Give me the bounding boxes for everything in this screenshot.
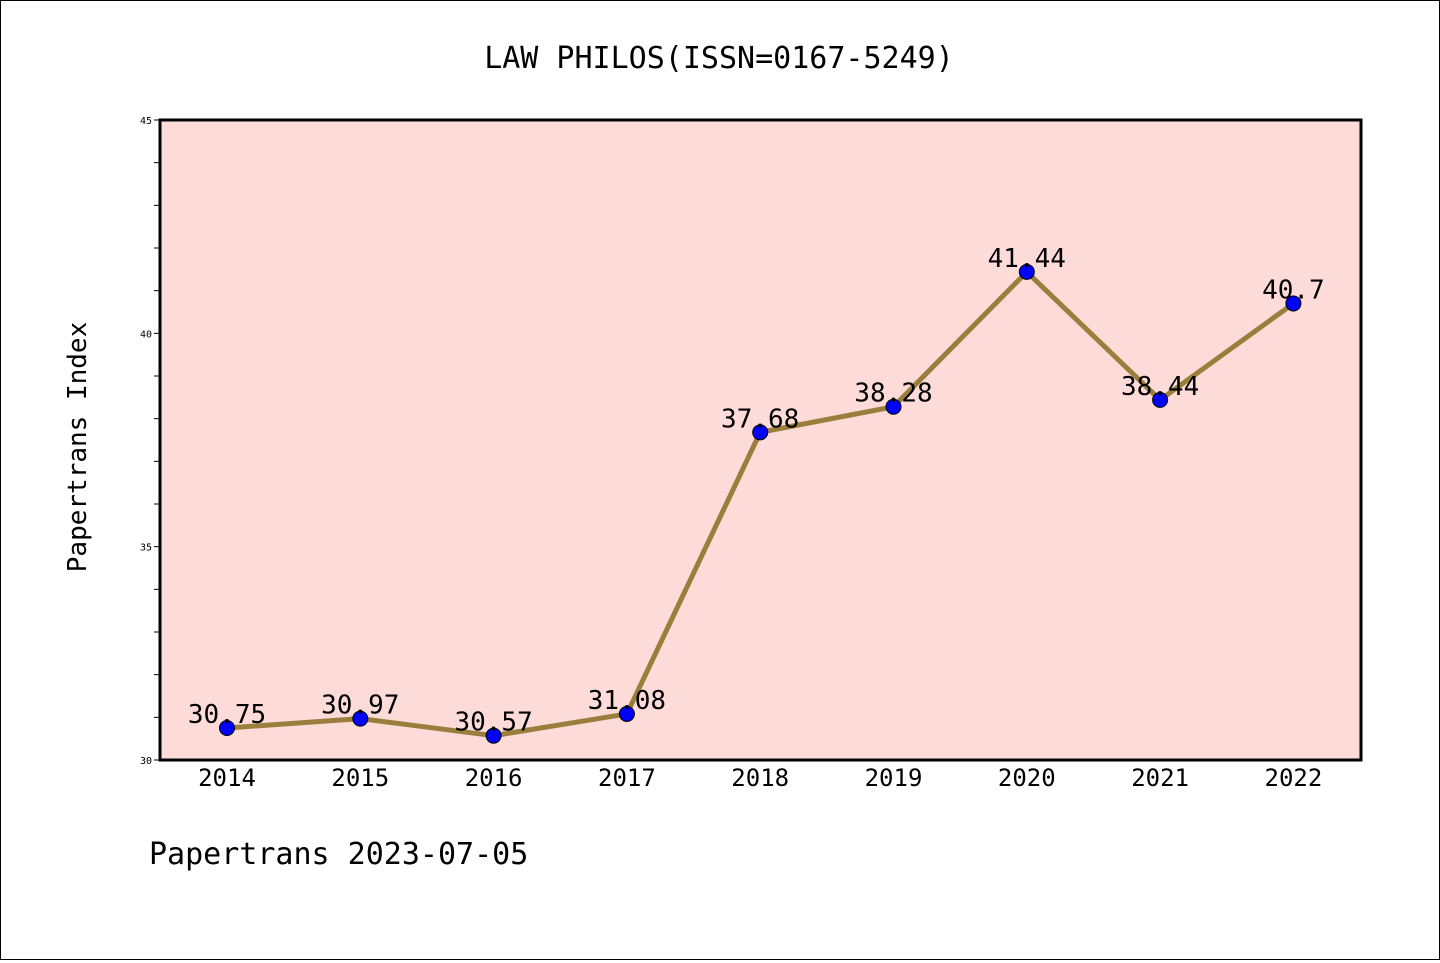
data-point-marker [1285, 295, 1302, 312]
y-tick-labels: 30 35 40 45 [140, 116, 152, 767]
y-tick-label: 35 [140, 543, 152, 554]
data-markers [219, 263, 1302, 744]
data-point-label: 37.68 [721, 404, 799, 434]
data-point-marker [1018, 263, 1035, 280]
x-tick-label: 2018 [731, 764, 789, 792]
y-axis-label: Papertrans Index [63, 322, 93, 572]
data-point-marker [352, 710, 369, 727]
footer-text: Papertrans 2023-07-05 [149, 837, 528, 872]
x-tick-label: 2015 [331, 764, 389, 792]
y-tick-label: 30 [140, 756, 152, 767]
x-tick-label: 2021 [1131, 764, 1189, 792]
data-labels: 30.75 30.97 30.57 31.08 37.68 38.28 41.44 38.44… [188, 244, 1325, 738]
data-point-label: 41.44 [988, 244, 1066, 274]
data-point-label: 30.97 [321, 691, 399, 721]
x-tick-label: 2017 [598, 764, 656, 792]
data-point-marker [885, 398, 902, 415]
x-tick-label: 2019 [865, 764, 923, 792]
y-tick-label: 40 [140, 329, 152, 340]
data-point-marker [485, 727, 502, 744]
y-minor-ticks [154, 119, 160, 761]
x-tick-label: 2014 [198, 764, 256, 792]
chart-title: LAW PHILOS(ISSN=0167-5249) [484, 41, 954, 76]
data-point-label: 31.08 [588, 686, 666, 716]
x-tick-label: 2022 [1265, 764, 1323, 792]
x-tick-label: 2016 [465, 764, 523, 792]
data-point-label: 38.44 [1121, 372, 1199, 402]
data-point-label: 30.57 [454, 708, 532, 738]
data-point-marker [219, 720, 235, 736]
x-tick-label: 2020 [998, 764, 1056, 792]
data-point-label: 38.28 [854, 379, 932, 409]
x-tick-labels: 2014 2015 2016 2017 2018 2019 2020 2021 2022 [198, 764, 1322, 792]
data-point-marker [1152, 391, 1169, 408]
data-point-label: 40.7 [1262, 275, 1325, 305]
data-point-marker [752, 424, 769, 441]
y-tick-label: 45 [140, 116, 152, 127]
data-point-marker [618, 705, 635, 722]
data-point-label: 30.75 [188, 700, 266, 730]
